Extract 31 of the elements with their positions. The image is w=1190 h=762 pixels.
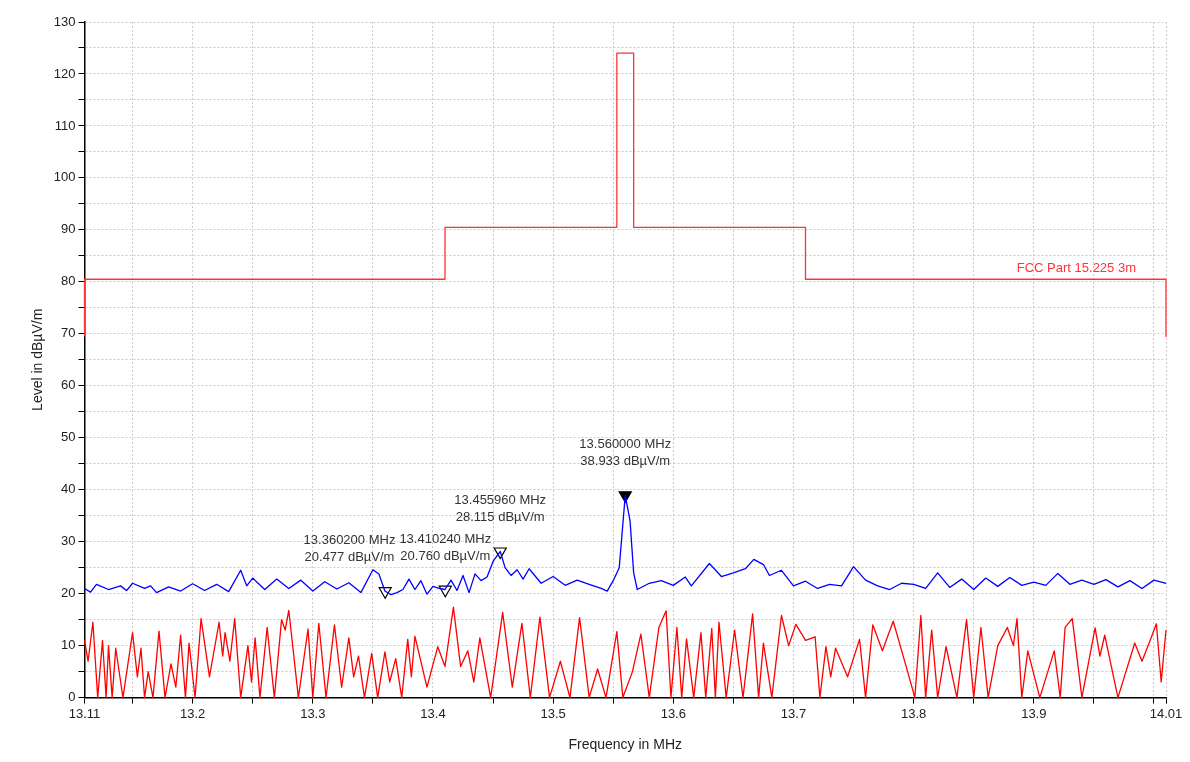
y-tick-label: 100 bbox=[53, 169, 76, 185]
x-tick-label: 13.11 bbox=[68, 705, 101, 721]
y-tick-label: 20 bbox=[61, 585, 76, 601]
series-label: FCC Part 15.225 3m bbox=[1016, 260, 1136, 276]
annotation: 13.455960 MHz 28.115 dBµV/m bbox=[454, 492, 547, 525]
x-tick-label: 13.8 bbox=[900, 705, 927, 721]
x-tick-label: 13.5 bbox=[540, 705, 566, 721]
y-tick-label: 50 bbox=[61, 429, 76, 445]
x-axis-title: Frequency in MHz bbox=[568, 736, 683, 753]
y-tick-label: 120 bbox=[53, 65, 76, 81]
y-axis-title: Level in dBµV/m bbox=[29, 308, 46, 411]
annotation: 13.360200 MHz 20.477 dBµV/m bbox=[303, 532, 396, 565]
x-tick-label: 13.3 bbox=[300, 705, 326, 721]
y-tick-label: 90 bbox=[61, 221, 76, 237]
y-tick-label: 110 bbox=[54, 117, 76, 133]
annotation: 13.560000 MHz 38.933 dBµV/m bbox=[579, 436, 672, 469]
x-tick-label: 13.4 bbox=[420, 705, 446, 721]
x-tick-label: 14.01 bbox=[1149, 705, 1183, 721]
x-tick-label: 13.2 bbox=[179, 705, 206, 721]
annotation: 13.410240 MHz 20.760 dBµV/m bbox=[399, 530, 492, 563]
y-tick-label: 10 bbox=[61, 637, 76, 653]
y-tick-label: 0 bbox=[68, 689, 76, 705]
y-tick-label: 70 bbox=[61, 325, 76, 341]
x-tick-label: 13.7 bbox=[780, 705, 807, 721]
y-tick-label: 40 bbox=[61, 481, 76, 497]
x-tick-label: 13.6 bbox=[660, 705, 686, 721]
x-tick-label: 13.9 bbox=[1021, 705, 1047, 721]
y-tick-label: 130 bbox=[53, 13, 76, 29]
y-tick-label: 30 bbox=[61, 533, 76, 549]
y-tick-label: 80 bbox=[61, 273, 76, 289]
y-tick-label: 60 bbox=[61, 377, 76, 393]
